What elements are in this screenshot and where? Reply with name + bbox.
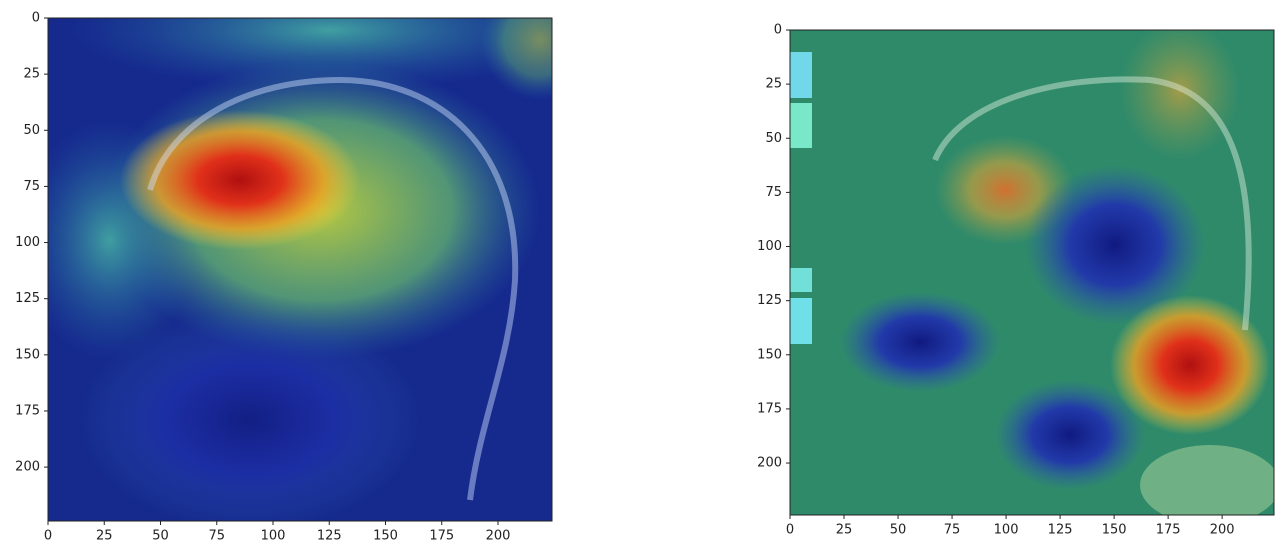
x-tick-label: 200 xyxy=(1210,523,1235,538)
figure: 0 25 50 75 100 125 150 175 200 0 25 50 75 100 125 150 17… xyxy=(0,0,1282,544)
y-tick-label: 50 xyxy=(765,131,782,146)
y-tick-label: 175 xyxy=(15,403,40,418)
y-tick-label: 125 xyxy=(15,291,40,306)
y-tick-label: 0 xyxy=(32,11,40,26)
x-tick-label: 100 xyxy=(261,529,286,544)
y-tick-label: 150 xyxy=(15,347,40,362)
y-tick-label: 200 xyxy=(15,460,40,475)
x-tick-label: 0 xyxy=(786,523,794,538)
y-tick-label: 200 xyxy=(757,456,782,471)
x-tick-label: 25 xyxy=(96,529,113,544)
x-tick-label: 25 xyxy=(836,523,853,538)
x-tick-label: 75 xyxy=(208,529,225,544)
x-tick-label: 200 xyxy=(486,529,511,544)
x-tick-label: 125 xyxy=(1048,523,1073,538)
x-tick-label: 175 xyxy=(1156,523,1181,538)
x-tick-label: 100 xyxy=(994,523,1019,538)
x-tick-label: 50 xyxy=(152,529,169,544)
y-tick-label: 50 xyxy=(23,123,40,138)
y-tick-label: 100 xyxy=(757,239,782,254)
x-tick-label: 150 xyxy=(1102,523,1127,538)
y-tick-label: 100 xyxy=(15,235,40,250)
x-tick-label: 75 xyxy=(944,523,961,538)
x-tick-label: 0 xyxy=(44,529,52,544)
x-tick-label: 175 xyxy=(429,529,454,544)
y-tick-label: 150 xyxy=(757,347,782,362)
y-tick-label: 25 xyxy=(23,67,40,82)
heatmap-image xyxy=(790,20,1280,525)
page: {"chart_data": [ {"type": "image", "xlim… xyxy=(0,0,1282,544)
y-tick-label: 75 xyxy=(23,179,40,194)
y-tick-label: 125 xyxy=(757,293,782,308)
heatmap-image xyxy=(20,0,600,530)
y-tick-label: 25 xyxy=(765,77,782,92)
y-tick-label: 75 xyxy=(765,185,782,200)
x-tick-label: 50 xyxy=(890,523,907,538)
x-tick-label: 125 xyxy=(317,529,342,544)
y-tick-label: 175 xyxy=(757,401,782,416)
x-tick-label: 150 xyxy=(373,529,398,544)
y-tick-label: 0 xyxy=(774,23,782,38)
